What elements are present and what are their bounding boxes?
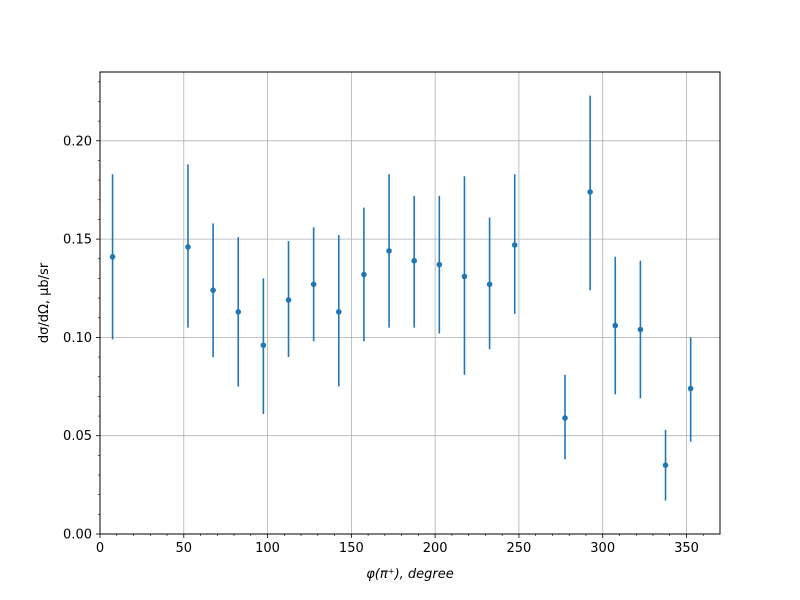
data-point xyxy=(335,309,342,315)
y-tick-label: 0.00 xyxy=(63,528,92,543)
y-tick-label: 0.20 xyxy=(63,134,92,149)
x-tick-label: 50 xyxy=(176,541,193,556)
data-markers xyxy=(109,189,694,468)
data-point xyxy=(587,189,593,195)
data-point xyxy=(687,385,694,392)
data-point xyxy=(210,287,216,294)
plot-frame xyxy=(99,71,721,535)
data-point xyxy=(310,281,317,288)
data-point xyxy=(361,271,367,278)
x-tick-label: 100 xyxy=(255,541,280,556)
data-point xyxy=(612,322,619,329)
x-tick-label: 0 xyxy=(96,541,104,556)
x-tick-label: 250 xyxy=(507,541,532,556)
x-tick-label: 350 xyxy=(674,541,699,556)
x-axis-label: φ(π⁺), degree xyxy=(366,567,454,582)
x-axis-ticks: 0 50 100 150 200 250 300 350 xyxy=(96,534,704,556)
grid xyxy=(99,72,720,535)
y-axis-ticks: 0.00 0.05 0.10 0.15 0.20 xyxy=(63,81,100,543)
x-tick-label: 200 xyxy=(423,541,448,556)
data-point xyxy=(662,462,669,468)
data-point xyxy=(436,261,443,268)
data-point xyxy=(461,273,468,280)
data-point xyxy=(285,297,292,303)
data-point xyxy=(411,257,417,264)
data-point xyxy=(637,326,644,333)
x-tick-label: 300 xyxy=(590,541,615,556)
y-tick-label: 0.10 xyxy=(63,331,92,346)
data-point xyxy=(185,244,191,250)
data-point xyxy=(109,253,116,260)
data-point xyxy=(511,242,518,248)
x-tick-label: 150 xyxy=(339,541,364,556)
data-point xyxy=(486,281,493,288)
data-point xyxy=(562,415,568,421)
y-axis-label: dσ/dΩ, μb/sr xyxy=(37,262,52,343)
data-point xyxy=(386,248,392,254)
y-tick-label: 0.05 xyxy=(63,429,92,444)
data-point xyxy=(260,342,267,349)
y-tick-label: 0.15 xyxy=(63,233,92,248)
data-point xyxy=(235,309,242,315)
